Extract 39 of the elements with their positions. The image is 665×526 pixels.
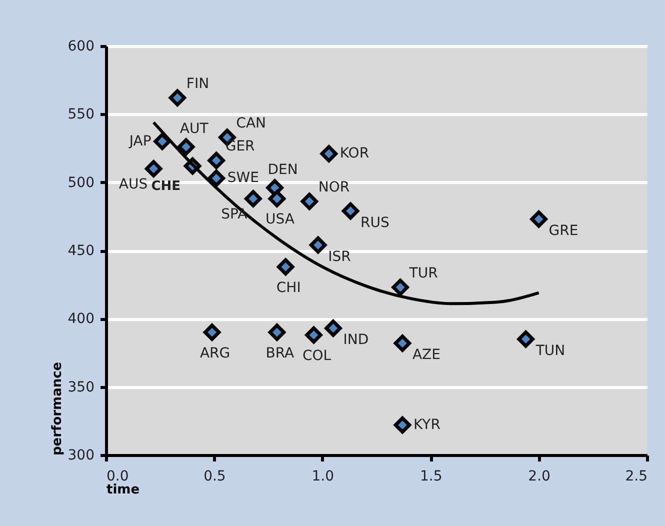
y-tick-label: 300 [68,448,94,464]
x-tick-label: 2.0 [528,468,550,484]
annotation: TUR [408,265,438,282]
y-axis-title: performance [50,362,65,456]
annotation: TUN [534,343,566,360]
annotation: FIN [186,76,210,92]
annotation: ISR [328,249,352,266]
annotation: GER [225,138,256,155]
x-tick-label: 0.5 [204,468,226,484]
annotation: CAN [236,115,266,132]
x-tick-label: 1.5 [420,468,442,484]
x-tick-label: 0.0 [106,468,129,484]
y-tick-label: 350 [68,379,94,396]
x-tick-label: 2.5 [625,468,648,484]
annotation: BRA [266,345,295,362]
annotation: IND [343,332,369,348]
annotation: JAP [128,133,152,150]
annotation: SWE [227,170,259,186]
x-tick-label: 1.0 [312,468,334,484]
annotation: AZE [412,347,440,364]
y-tick-label: 450 [68,243,94,259]
annotation: CHE [151,178,181,194]
y-tick-label: 600 [68,38,94,54]
x-axis-title: time [106,482,140,498]
y-tick-label: 400 [68,311,94,328]
annotation: NOR [318,179,350,196]
annotation: RUS [360,214,390,231]
annotation: KYR [413,417,441,434]
annotation: CHI [276,280,301,296]
y-tick-label: 500 [68,174,94,191]
annotation: GRE [548,223,578,240]
annotation: AUS [118,176,148,193]
annotation: AUT [180,120,209,137]
annotation: ARG [200,345,230,362]
annotation: COL [302,348,332,364]
annotation: KOR [340,146,370,162]
y-tick-label: 550 [68,106,94,123]
annotation: DEN [268,162,298,178]
annotation: USA [265,212,295,228]
